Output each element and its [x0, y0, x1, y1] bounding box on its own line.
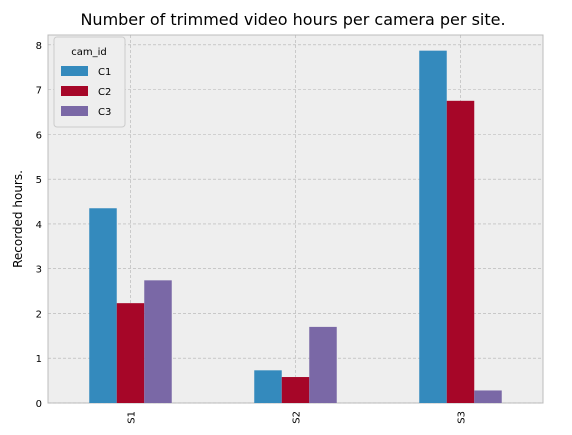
- bar-c1-s1: [89, 208, 117, 403]
- bar-c2-s2: [281, 377, 310, 403]
- legend-label: C2: [98, 87, 111, 98]
- legend-swatch: [61, 66, 88, 76]
- bar-c1-s3: [419, 50, 447, 403]
- x-axis-ticks: S1 S2 S3: [127, 411, 468, 424]
- bar-c2-s1: [116, 303, 145, 403]
- y-tick-label: 8: [36, 41, 42, 52]
- legend-label: C3: [98, 107, 111, 118]
- y-tick-label: 7: [36, 86, 42, 97]
- legend-swatch: [61, 86, 88, 96]
- y-tick-label: 1: [36, 354, 42, 365]
- y-axis-label: Recorded hours.: [11, 170, 25, 268]
- bar-c3-s2: [309, 326, 337, 403]
- bar-c3-s3: [474, 390, 502, 403]
- y-tick-label: 5: [36, 175, 42, 186]
- bars-group: [89, 50, 502, 404]
- y-tick-label: 0: [36, 399, 42, 410]
- y-axis-ticks: 0 1 2 3 4 5 6 7 8: [36, 41, 42, 410]
- bar-c2-s3: [446, 100, 475, 404]
- bar-c3-s1: [144, 280, 172, 403]
- y-tick-label: 2: [36, 309, 42, 320]
- y-tick-label: 6: [36, 130, 42, 141]
- x-tick-label: S1: [127, 411, 138, 424]
- bar-c1-s2: [254, 370, 282, 403]
- legend-title: cam_id: [71, 47, 107, 58]
- legend-swatch: [61, 106, 88, 116]
- legend-label: C1: [98, 67, 111, 78]
- y-tick-label: 4: [36, 220, 42, 231]
- chart-title: Number of trimmed video hours per camera…: [80, 10, 505, 29]
- x-tick-label: S3: [457, 411, 468, 424]
- x-tick-label: S2: [292, 411, 303, 424]
- legend-items: C1 C2 C3: [61, 66, 111, 118]
- legend: cam_id C1 C2 C3: [53, 36, 126, 128]
- legend-box: [53, 36, 126, 128]
- y-tick-label: 3: [36, 265, 42, 276]
